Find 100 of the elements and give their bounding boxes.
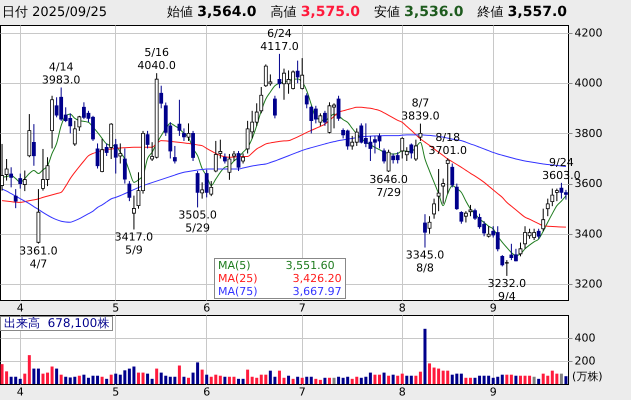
bar: [10, 376, 13, 384]
bar: [287, 376, 290, 384]
candlestick: [450, 163, 454, 188]
x-tick-label: 5: [112, 386, 120, 398]
candlestick: [200, 182, 204, 200]
bar: [205, 374, 208, 384]
candlestick: [114, 138, 118, 174]
candlestick: [541, 208, 546, 232]
text: 安値 3,536.0: [374, 4, 464, 20]
annotation: 3,426.20: [292, 272, 342, 285]
x-tick-label: 9: [490, 386, 497, 398]
bar: [542, 374, 545, 384]
bar: [292, 378, 295, 384]
candlestick: [273, 95, 277, 119]
bar: [396, 376, 400, 384]
candlestick: [178, 99, 182, 136]
candlestick: [518, 242, 522, 257]
candlestick: [304, 92, 309, 109]
bar: [560, 374, 563, 384]
bar: [460, 374, 463, 384]
candlestick: [446, 158, 450, 194]
text: 始値 3,564.0: [167, 4, 257, 20]
candlestick: [118, 142, 122, 164]
candlestick: [236, 150, 240, 172]
chart-title: 日付 2025/09/25: [2, 5, 108, 20]
y-tick-label: 4200: [574, 26, 602, 40]
candlestick: [186, 122, 190, 142]
bar: [328, 378, 331, 384]
candlestick: [336, 95, 340, 122]
bar: [355, 376, 358, 384]
candlestick: [504, 260, 509, 276]
candlestick: [436, 168, 441, 212]
candlestick: [382, 148, 386, 164]
candlestick: [468, 204, 472, 217]
bar: [537, 378, 540, 384]
candlestick: [96, 142, 100, 170]
candlestick: [464, 210, 468, 223]
candlestick: [386, 149, 390, 173]
bar: [300, 378, 304, 384]
x-tick-label: 9: [490, 302, 497, 314]
candlestick: [222, 152, 227, 164]
x-tick-label: 6: [203, 386, 210, 398]
bar: [36, 368, 40, 384]
x-tick-label: 8: [398, 386, 406, 398]
candlestick: [32, 124, 36, 166]
bar: [310, 376, 313, 384]
bar: [73, 376, 76, 384]
candlestick: [54, 96, 59, 118]
bar: [173, 376, 176, 384]
candlestick: [204, 169, 209, 198]
x-tick-label: 7: [298, 302, 306, 314]
bar: [105, 378, 108, 384]
candlestick: [241, 152, 245, 164]
candlestick: [550, 188, 554, 207]
bar: [55, 368, 58, 384]
bar: [210, 376, 213, 384]
text: MA(75): [218, 285, 258, 298]
candlestick: [309, 105, 314, 134]
annotation: 3505.0 5/29: [178, 208, 217, 234]
y-tick-label: 3600: [574, 177, 602, 190]
candlestick: [354, 128, 359, 146]
candlestick: [18, 173, 22, 190]
candlestick: [536, 228, 541, 240]
bar: [423, 328, 426, 384]
bar: [392, 374, 395, 384]
bar: [296, 376, 300, 384]
bar: [323, 378, 326, 384]
y-tick-label: 3800: [574, 126, 602, 140]
x-tick-label: 7: [298, 386, 306, 398]
text: MA(25): [218, 272, 258, 285]
candlestick: [259, 86, 264, 114]
bar: [246, 370, 250, 384]
bar: [510, 374, 513, 384]
bar: [514, 376, 518, 384]
candlestick: [391, 152, 396, 164]
bar: [532, 376, 536, 384]
candlestick: [496, 226, 500, 252]
bar: [155, 368, 158, 384]
annotation: 3417.0 5/9: [114, 230, 154, 256]
candlestick: [77, 115, 82, 132]
candlestick: [278, 53, 282, 89]
bar: [182, 376, 186, 384]
candlestick: [486, 226, 491, 238]
bar: [232, 376, 236, 384]
candlestick: [459, 210, 464, 224]
candlestick: [22, 170, 27, 192]
candlestick: [228, 153, 232, 180]
bar: [418, 372, 422, 384]
candlestick: [214, 140, 218, 173]
candlestick: [172, 145, 177, 164]
bar: [305, 376, 308, 384]
y-tick-label: 200: [574, 354, 596, 368]
bar: [178, 365, 181, 384]
candlestick: [72, 120, 77, 146]
candlestick: [323, 110, 327, 126]
candlestick: [414, 139, 418, 162]
candlestick: [109, 122, 114, 160]
x-tick-label: 8: [398, 302, 406, 314]
annotation: 3646.0 7/29: [369, 173, 408, 200]
bar: [0, 364, 4, 384]
